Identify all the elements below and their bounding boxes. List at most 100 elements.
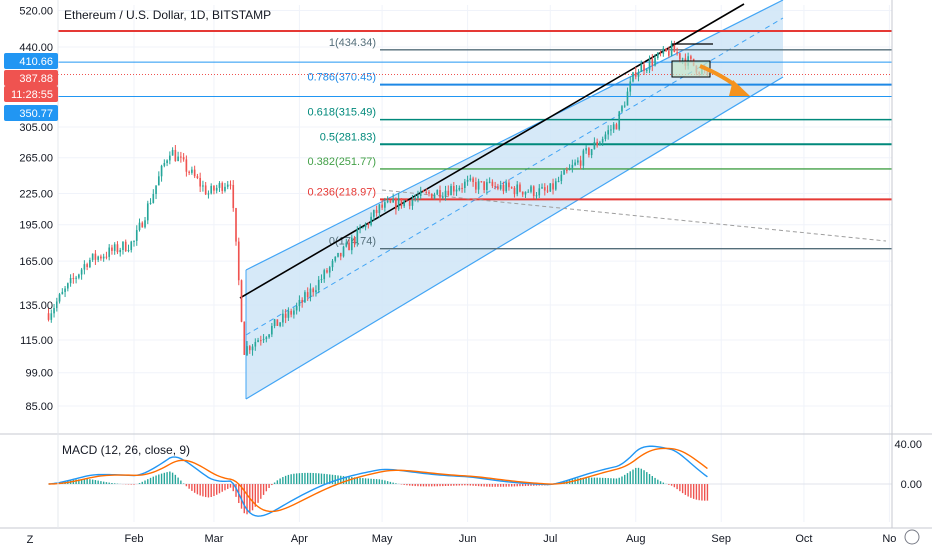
candle-body (521, 191, 524, 195)
price-tick-label: 225.00 (19, 188, 53, 200)
candle-body (342, 246, 345, 257)
candle-body (681, 58, 684, 60)
candle-body (524, 191, 527, 195)
candle-body (215, 187, 218, 191)
candle-body (284, 313, 287, 318)
candle-body (532, 186, 535, 197)
time-tick-label: Jun (459, 533, 477, 545)
candle-body (411, 199, 414, 206)
candle-body (226, 184, 229, 187)
candle-body (615, 124, 618, 130)
candle-body (113, 244, 116, 251)
price-candles (47, 40, 709, 356)
candle-body (199, 177, 201, 187)
fib-level-label: 0.236(218.97) (308, 186, 377, 198)
candle-body (588, 148, 590, 156)
candle-body (477, 181, 480, 190)
candle-body (480, 181, 483, 183)
candle-body (637, 71, 640, 77)
settings-gear-icon[interactable] (904, 529, 920, 545)
candle-body (67, 283, 69, 289)
candle-body (61, 291, 64, 295)
candle-body (180, 156, 182, 158)
candle-body (392, 198, 394, 203)
candle-body (670, 43, 673, 56)
candle-body (177, 156, 179, 162)
candle-body (105, 256, 108, 258)
time-tick-label: Sep (711, 533, 731, 545)
candle-body (419, 190, 422, 196)
candle-body (210, 185, 213, 194)
time-tick-label: Oct (795, 533, 812, 545)
candle-body (353, 237, 356, 244)
candle-body (100, 256, 102, 259)
candle-body (397, 198, 400, 210)
candle-body (469, 178, 472, 181)
candle-body (455, 189, 458, 192)
candle-body (262, 339, 265, 341)
candle-body (218, 183, 221, 188)
candle-body (301, 299, 303, 303)
candle-body (585, 148, 587, 151)
candle-body (430, 193, 433, 199)
candle-body (64, 288, 66, 292)
candle-body (510, 187, 513, 189)
candle-body (235, 208, 237, 242)
candle-body (364, 223, 367, 228)
candle-body (237, 241, 240, 281)
candle-body (643, 64, 645, 71)
price-tick-label: 265.00 (19, 153, 53, 165)
candle-body (607, 130, 610, 135)
candle-body (155, 185, 157, 194)
candle-body (502, 184, 505, 192)
candle-body (557, 180, 560, 182)
candle-body (50, 313, 53, 320)
candle-body (53, 308, 55, 314)
candle-body (315, 290, 317, 293)
candle-body (348, 242, 350, 251)
candle-body (425, 191, 428, 193)
macd-line (48, 445, 708, 517)
candle-body (94, 253, 97, 260)
candle-body (191, 169, 193, 173)
candle-body (563, 170, 565, 175)
candle-body (574, 162, 576, 165)
candle-body (645, 69, 648, 71)
candle-body (243, 321, 246, 355)
candle-body (665, 48, 667, 52)
candle-body (149, 202, 152, 204)
candle-body (612, 124, 615, 130)
candle-body (656, 52, 659, 58)
price-badge (4, 86, 58, 102)
channel-upper (245, 0, 784, 271)
price-badge (4, 70, 58, 86)
candle-body (337, 252, 339, 257)
candle-body (229, 184, 232, 186)
candle-body (626, 91, 629, 106)
candle-body (406, 200, 408, 202)
candle-body (89, 259, 91, 268)
candle-body (596, 141, 598, 146)
candle-body (271, 325, 273, 335)
candle-body (116, 244, 119, 253)
candle-body (543, 187, 546, 191)
candle-body (541, 187, 543, 189)
price-tick-label: 85.00 (25, 401, 53, 413)
candle-body (356, 229, 359, 244)
candle-body (58, 294, 61, 302)
candle-body (527, 191, 530, 193)
candle-body (163, 163, 166, 166)
candle-body (395, 198, 397, 210)
candle-body (111, 247, 113, 251)
candle-body (400, 198, 403, 207)
candle-body (577, 160, 579, 163)
time-tick-label: Mar (204, 533, 223, 545)
candle-body (590, 149, 593, 156)
candle-body (499, 184, 502, 189)
price-badge-label: 410.66 (19, 56, 53, 68)
channel-midline (245, 17, 784, 336)
candle-body (185, 159, 188, 172)
candle-body (119, 249, 122, 253)
drawing-overlay[interactable] (671, 43, 750, 96)
candle-body (439, 190, 441, 198)
